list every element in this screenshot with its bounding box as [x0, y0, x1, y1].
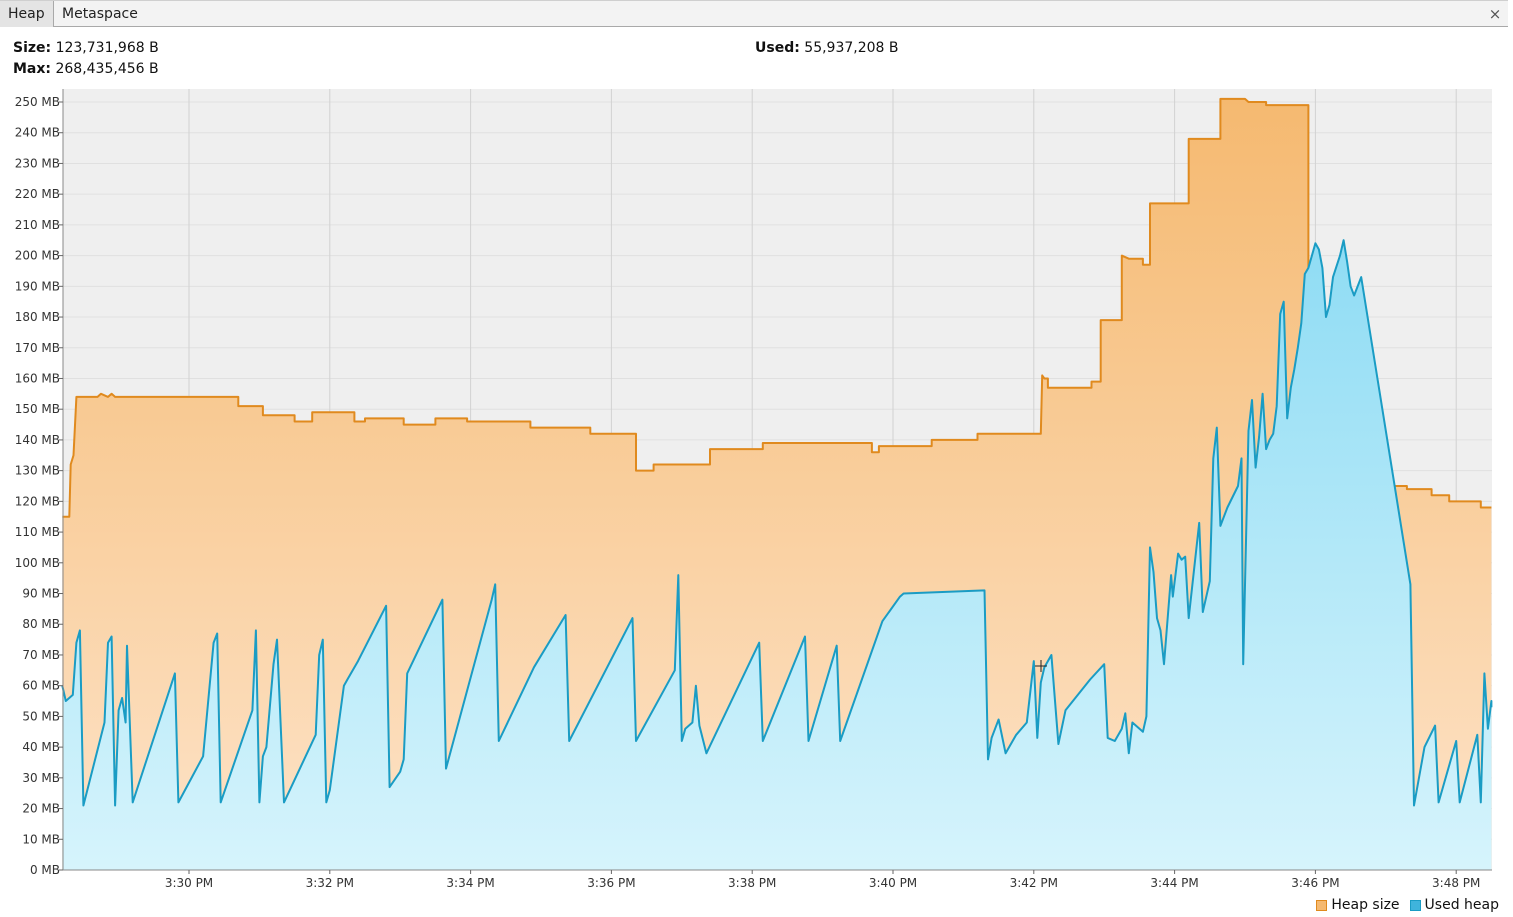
tab-heap[interactable]: Heap [0, 1, 54, 27]
legend-used-heap-label: Used heap [1424, 897, 1499, 913]
y-tick-label: 180 MB [15, 310, 60, 324]
y-tick-label: 160 MB [15, 371, 60, 385]
y-tick-label: 90 MB [22, 587, 60, 601]
y-tick-label: 140 MB [15, 433, 60, 447]
x-tick-label: 3:40 PM [869, 876, 917, 890]
used-value: 55,937,208 B [804, 40, 899, 56]
y-tick-label: 50 MB [22, 709, 60, 723]
size-label: Size: [13, 40, 52, 56]
legend-used-heap[interactable]: Used heap [1409, 897, 1499, 913]
y-tick-label: 20 MB [22, 802, 60, 816]
y-tick-label: 150 MB [15, 402, 60, 416]
x-tick-label: 3:46 PM [1291, 876, 1339, 890]
tab-bar: Heap Metaspace × [0, 0, 1508, 27]
heap-size-series-line [62, 97, 1492, 518]
x-tick-label: 3:44 PM [1150, 876, 1198, 890]
x-tick-label: 3:36 PM [587, 876, 635, 890]
y-tick-label: 220 MB [15, 187, 60, 201]
y-tick-label: 230 MB [15, 156, 60, 170]
heap-size-swatch [1316, 899, 1328, 911]
max-value: 268,435,456 B [55, 61, 159, 77]
y-tick-label: 130 MB [15, 464, 60, 478]
size-stat: Size: 123,731,968 B [13, 40, 159, 56]
heap-chart[interactable]: 0 MB 10 MB 20 MB 30 MB 40 MB 50 MB 60 MB 70 MB 8… [0, 82, 1513, 892]
y-tick-label: 70 MB [22, 648, 60, 662]
x-tick-label: 3:48 PM [1432, 876, 1480, 890]
used-heap-swatch [1409, 899, 1421, 911]
tab-metaspace[interactable]: Metaspace [62, 6, 138, 22]
x-tick-label: 3:34 PM [446, 876, 494, 890]
max-stat: Max: 268,435,456 B [13, 61, 159, 77]
legend-heap-size[interactable]: Heap size [1316, 897, 1400, 913]
y-tick-label: 170 MB [15, 341, 60, 355]
y-tick-label: 240 MB [15, 126, 60, 140]
y-tick-label: 10 MB [22, 832, 60, 846]
y-tick-label: 200 MB [15, 249, 60, 263]
y-tick-label: 250 MB [15, 95, 60, 109]
y-tick-label: 120 MB [15, 494, 60, 508]
used-heap-series-line [61, 239, 1493, 807]
x-tick-label: 3:32 PM [306, 876, 354, 890]
y-tick-label: 40 MB [22, 740, 60, 754]
close-icon[interactable]: × [1488, 5, 1502, 23]
chart-legend: Heap size Used heap [1316, 896, 1499, 914]
used-heap-series-area [62, 240, 1492, 870]
y-tick-label: 190 MB [15, 279, 60, 293]
x-tick-label: 3:38 PM [728, 876, 776, 890]
y-tick-label: 210 MB [15, 218, 60, 232]
y-tick-label: 80 MB [22, 617, 60, 631]
y-tick-label: 30 MB [22, 771, 60, 785]
x-tick-label: 3:30 PM [165, 876, 213, 890]
size-value: 123,731,968 B [55, 40, 159, 56]
y-tick-label: 110 MB [15, 525, 60, 539]
used-stat: Used: 55,937,208 B [755, 40, 899, 56]
y-tick-label: 60 MB [22, 679, 60, 693]
max-label: Max: [13, 61, 52, 77]
y-tick-label: 0 MB [30, 863, 60, 877]
legend-heap-size-label: Heap size [1331, 897, 1400, 913]
cursor-crosshair-icon [1035, 660, 1047, 672]
x-tick-label: 3:42 PM [1010, 876, 1058, 890]
used-label: Used: [755, 40, 800, 56]
y-tick-label: 100 MB [15, 556, 60, 570]
